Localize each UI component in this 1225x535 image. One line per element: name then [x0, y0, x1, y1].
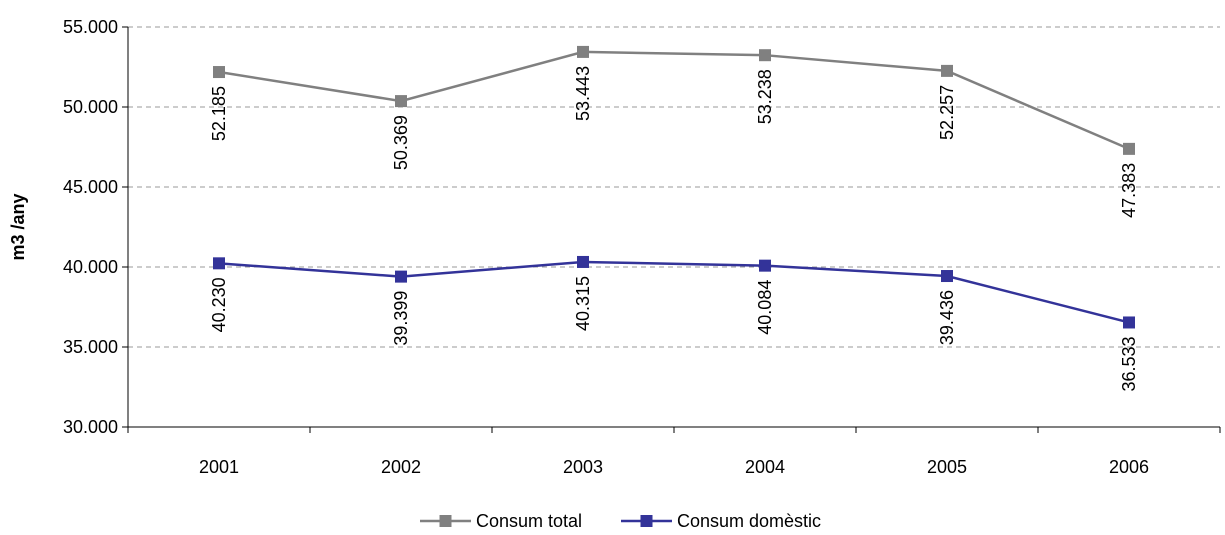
x-tick-label: 2001: [199, 457, 239, 477]
legend: Consum total Consum domèstic: [420, 511, 821, 531]
y-tick-label: 40.000: [63, 257, 118, 277]
data-label: 53.238: [755, 69, 775, 124]
series-line: [218, 260, 1130, 324]
x-tick-label: 2005: [927, 457, 967, 477]
y-tick-label: 50.000: [63, 97, 118, 117]
x-tick-label: 2006: [1109, 457, 1149, 477]
data-point: [759, 259, 771, 272]
data-point: [577, 45, 589, 58]
legend-marker: [640, 515, 653, 527]
data-label: 40.315: [573, 276, 593, 331]
y-tick-label: 35.000: [63, 337, 118, 357]
x-tick-label: 2004: [745, 457, 785, 477]
legend-marker: [439, 515, 452, 527]
y-tick-label: 30.000: [63, 417, 118, 437]
data-labels: 52.185 50.369 53.443 53.238 52.257 47.383 40.2…: [209, 66, 1139, 392]
data-point: [941, 64, 953, 77]
x-tick-label: 2003: [563, 457, 603, 477]
x-tick-label: 2002: [381, 457, 421, 477]
data-label: 47.383: [1119, 163, 1139, 218]
data-point: [759, 49, 771, 62]
y-axis-title: m3 /any: [8, 193, 28, 260]
data-label: 39.436: [937, 290, 957, 345]
data-point: [577, 255, 589, 268]
data-label: 53.443: [573, 66, 593, 121]
data-label: 40.230: [209, 277, 229, 332]
data-point: [213, 66, 225, 79]
data-label: 52.185: [209, 86, 229, 141]
axes: 30.000 35.000 40.000 45.000 50.000 55.000 2001…: [63, 17, 1221, 477]
data-label: 36.533: [1119, 336, 1139, 391]
data-label: 50.369: [391, 115, 411, 170]
data-point: [1123, 316, 1135, 329]
y-tick-label: 45.000: [63, 177, 118, 197]
data-point: [213, 257, 225, 270]
data-point: [1123, 142, 1135, 155]
data-point: [395, 95, 407, 108]
data-label: 52.257: [937, 85, 957, 140]
series-group: [213, 45, 1135, 329]
data-point: [395, 270, 407, 283]
data-label: 40.084: [755, 280, 775, 335]
grid-lines: [128, 26, 1220, 348]
legend-label: Consum total: [476, 511, 582, 531]
legend-label: Consum domèstic: [677, 511, 821, 531]
y-tick-label: 55.000: [63, 17, 118, 37]
data-label: 39.399: [391, 291, 411, 346]
data-point: [941, 270, 953, 283]
series-line: [218, 50, 1130, 151]
